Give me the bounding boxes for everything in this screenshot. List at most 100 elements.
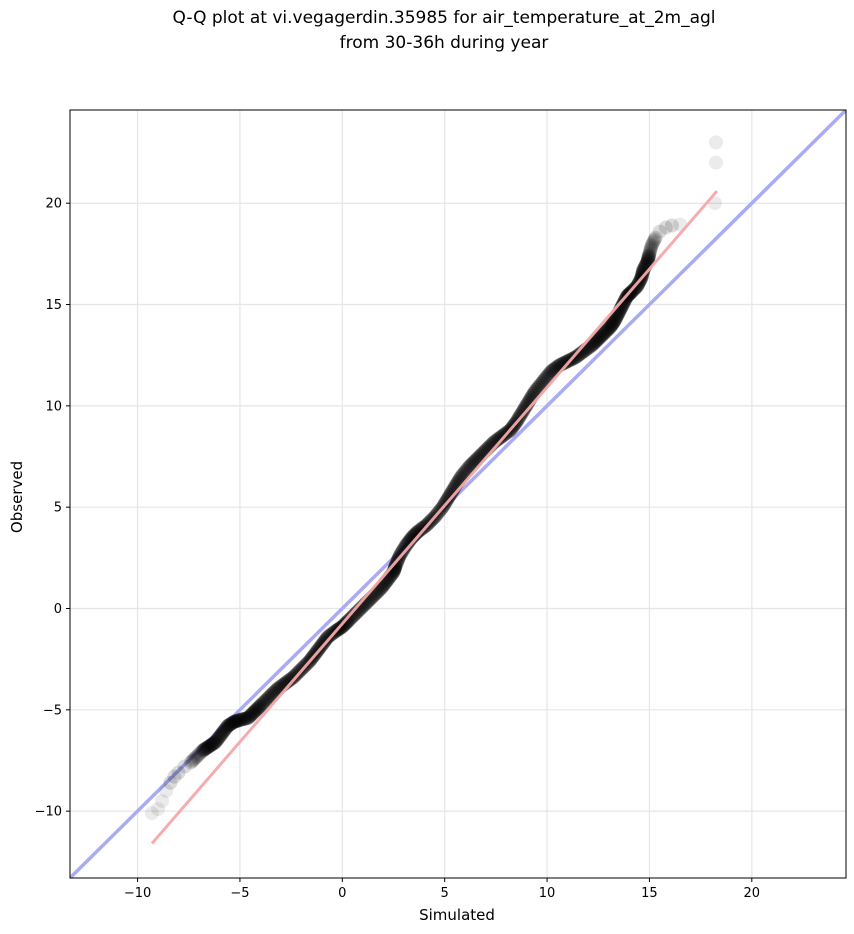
quantile-point <box>596 327 611 342</box>
quantile-point <box>516 402 531 417</box>
quantile-point <box>252 699 267 714</box>
quantile-point <box>237 711 252 726</box>
quantile-point <box>708 155 723 170</box>
quantile-point <box>642 246 657 261</box>
quantile-point <box>247 704 262 719</box>
quantile-point <box>444 485 459 500</box>
quantile-point <box>221 718 236 733</box>
quantile-point <box>335 619 350 634</box>
quantile-point <box>491 431 506 446</box>
quantile-point <box>207 736 222 751</box>
quantile-point <box>337 617 352 632</box>
quantile-point <box>617 294 632 309</box>
quantile-point <box>256 695 271 710</box>
quantile-point <box>557 355 572 370</box>
quantile-point <box>224 716 239 731</box>
quantile-point <box>250 701 265 716</box>
quantile-point <box>284 671 299 686</box>
x-tick-label: −10 <box>124 886 151 901</box>
quantile-point <box>412 523 427 538</box>
quantile-point <box>630 279 645 294</box>
quantile-point <box>534 376 549 391</box>
quantile-point <box>640 253 655 268</box>
quantile-point <box>396 542 411 557</box>
quantile-point <box>644 240 659 255</box>
quantile-point <box>658 220 673 235</box>
quantile-point <box>586 336 601 351</box>
quantile-point <box>540 368 555 383</box>
quantile-point <box>318 633 333 648</box>
quantile-point <box>336 618 351 633</box>
quantile-point <box>185 754 200 769</box>
quantile-point <box>594 328 609 343</box>
quantile-point <box>187 751 202 766</box>
quantile-point <box>397 540 412 555</box>
quantile-point <box>151 802 166 817</box>
quantile-point <box>234 712 249 727</box>
quantile-point <box>246 706 261 721</box>
quantile-point <box>493 430 508 445</box>
quantile-point <box>213 728 228 743</box>
quantile-point <box>544 364 559 379</box>
quantile-point <box>708 135 723 150</box>
quantile-point <box>209 733 224 748</box>
y-axis: −10 −5 0 5 10 15 20 <box>35 197 70 820</box>
x-axis: −10 −5 0 5 10 15 20 <box>124 878 760 901</box>
quantile-point <box>607 313 622 328</box>
x-tick-label: 5 <box>441 886 449 901</box>
quantile-point <box>348 607 363 622</box>
quantile-point <box>400 537 415 552</box>
quantile-point <box>258 693 273 708</box>
x-tick-label: 10 <box>539 886 556 901</box>
quantile-point <box>230 713 245 728</box>
quantile-point <box>144 806 159 821</box>
quantile-point <box>189 749 204 764</box>
quantile-point <box>205 736 220 751</box>
quantile-point <box>216 723 231 738</box>
quantile-point <box>191 748 206 763</box>
quantile-point <box>249 702 264 717</box>
quantile-point <box>203 738 218 753</box>
quantile-point <box>608 312 623 327</box>
y-tick-label: −5 <box>43 703 62 718</box>
quantile-point <box>248 703 263 718</box>
quantile-point <box>194 744 209 759</box>
quantile-point <box>197 742 212 757</box>
quantile-point <box>286 670 301 685</box>
quantile-point <box>648 230 663 245</box>
quantile-point <box>592 330 607 345</box>
quantile-point <box>635 266 650 281</box>
quantile-point <box>460 461 475 476</box>
quantile-point <box>643 243 658 258</box>
x-tick-label: 0 <box>338 886 346 901</box>
quantile-point <box>401 535 416 550</box>
quantile-point <box>229 714 244 729</box>
quantile-point <box>244 707 259 722</box>
quantile-point <box>253 698 268 713</box>
y-tick-label: 20 <box>45 197 62 212</box>
quantile-point <box>204 737 219 752</box>
quantile-point <box>408 526 423 541</box>
quantile-point <box>440 492 455 507</box>
quantile-point <box>590 333 605 348</box>
quantile-point <box>597 325 612 340</box>
quantile-point <box>263 689 278 704</box>
quantile-point <box>514 406 529 421</box>
y-tick-label: 10 <box>45 399 62 414</box>
quantile-point <box>231 713 246 728</box>
quantile-point <box>409 525 424 540</box>
quantile-point <box>223 717 238 732</box>
quantile-point <box>462 459 477 474</box>
quantile-point <box>193 745 208 760</box>
grid-lines <box>70 110 846 878</box>
x-tick-label: −5 <box>230 886 249 901</box>
quantile-point <box>202 739 217 754</box>
quantile-point <box>495 429 510 444</box>
quantile-point <box>232 712 247 727</box>
plot-frame <box>69 109 847 879</box>
quantile-point <box>339 616 354 631</box>
quantile-point <box>529 382 544 397</box>
quantile-point <box>539 370 554 385</box>
quantile-point <box>177 759 192 774</box>
quantile-point <box>183 755 198 770</box>
